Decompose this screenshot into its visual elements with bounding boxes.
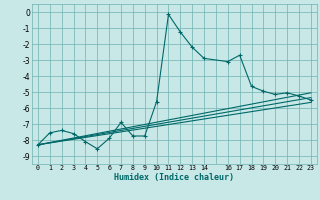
X-axis label: Humidex (Indice chaleur): Humidex (Indice chaleur) [115,173,234,182]
